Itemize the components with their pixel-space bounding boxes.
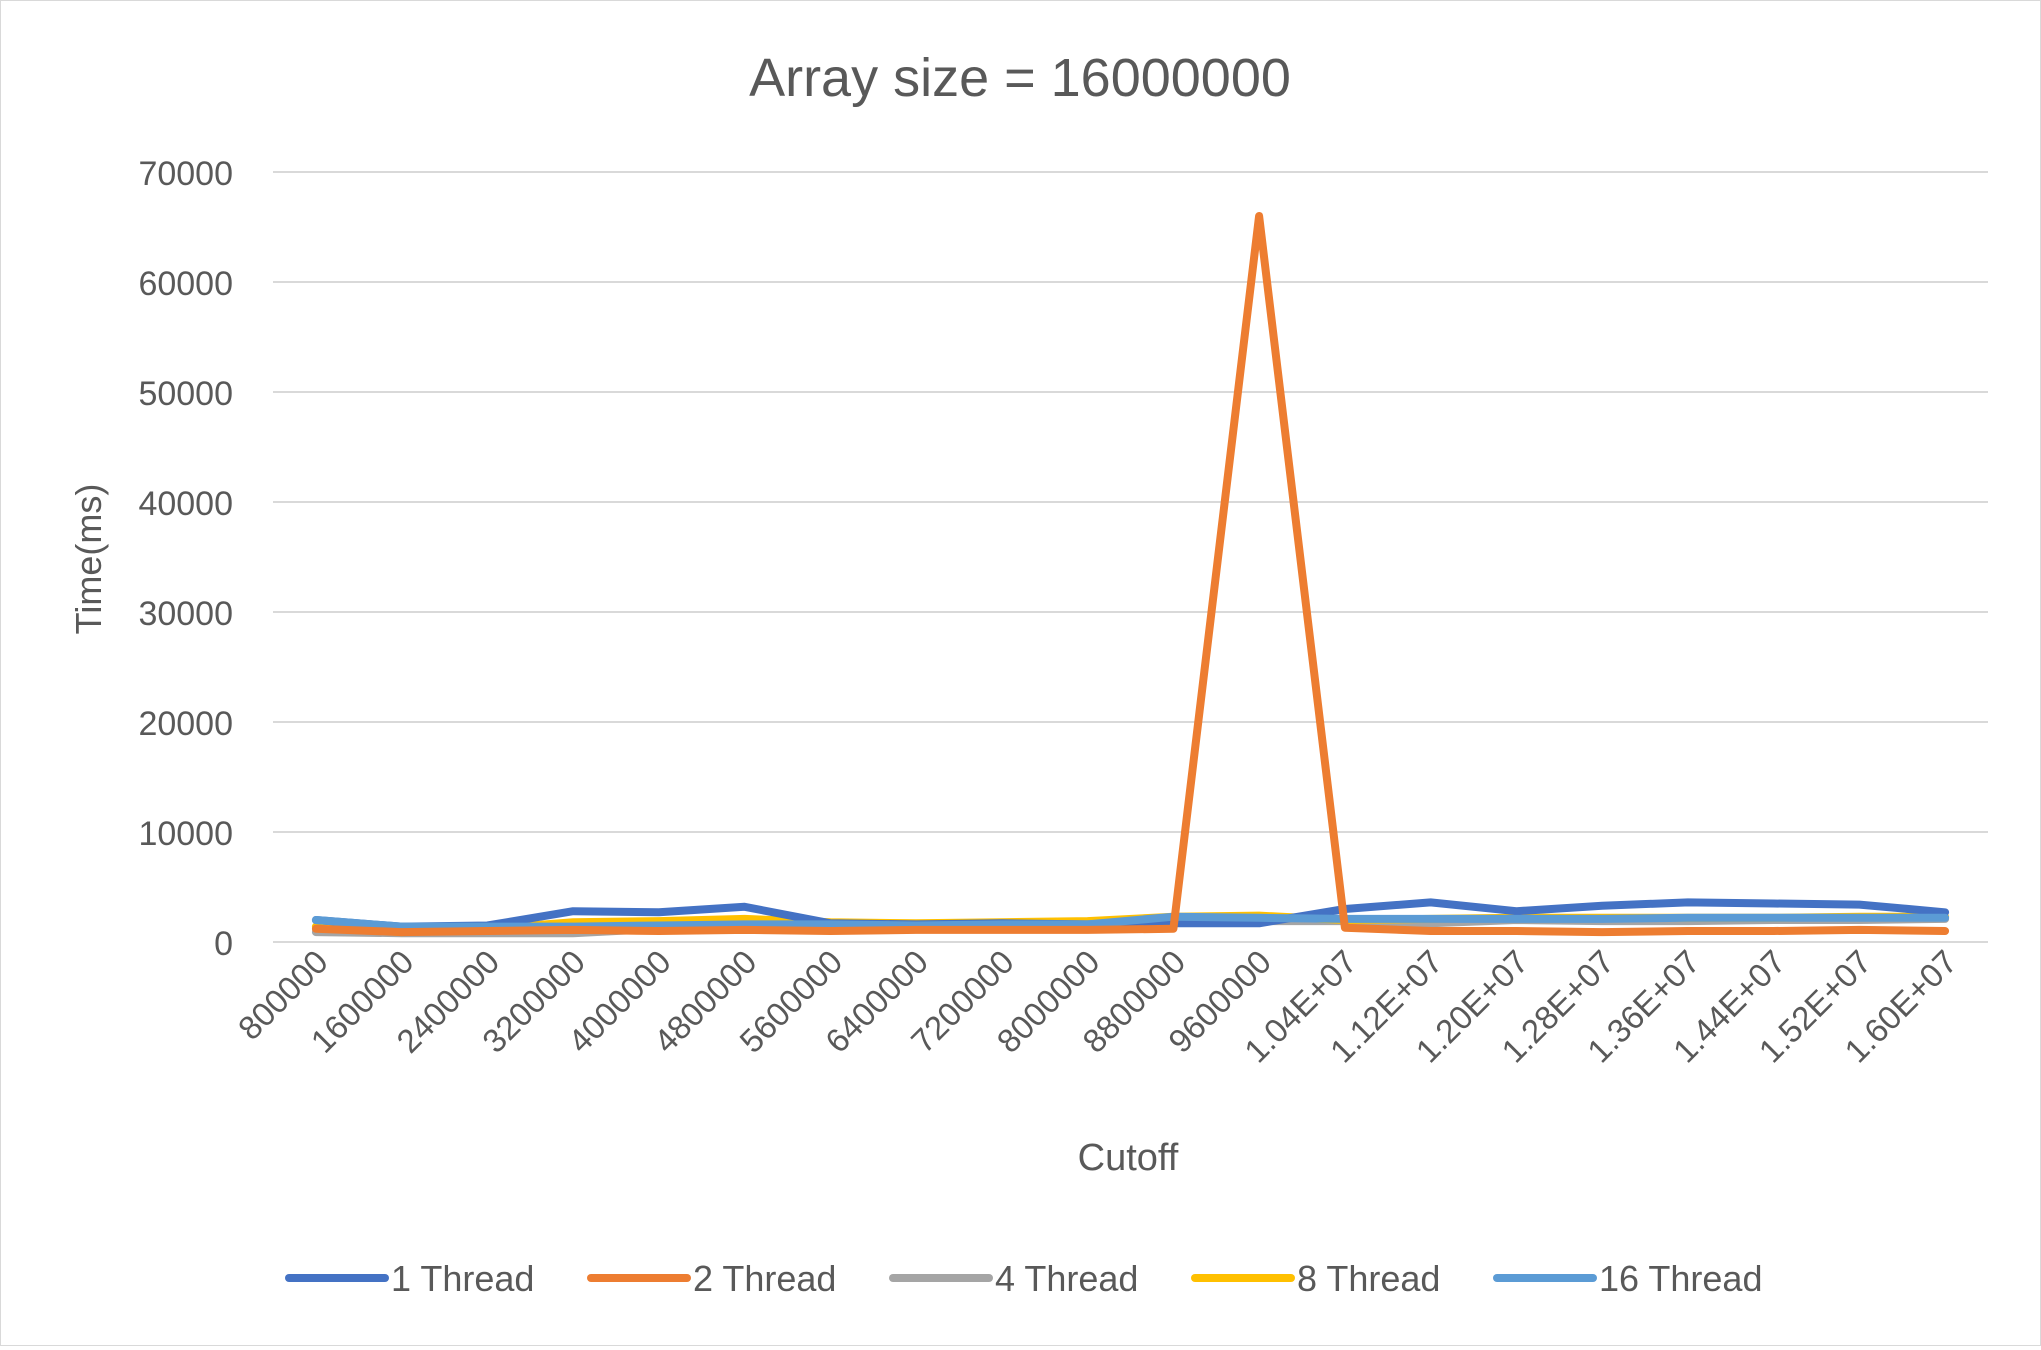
y-tick-label: 20000 <box>138 705 233 743</box>
legend: 1 Thread 2 Thread 4 Thread 8 Thread 16 Threa… <box>285 1258 1762 1299</box>
legend-item-16-thread: 16 Thread <box>1493 1258 1762 1299</box>
y-tick-label: 30000 <box>138 595 233 633</box>
legend-item-8-thread: 8 Thread <box>1191 1258 1440 1299</box>
y-tick-label: 0 <box>214 925 233 963</box>
legend-item-2-thread: 2 Thread <box>587 1258 836 1299</box>
legend-label: 16 Thread <box>1599 1258 1762 1299</box>
chart-title: Array size = 16000000 <box>749 48 1291 108</box>
y-tick-label: 70000 <box>138 155 233 193</box>
y-axis-label: Time(ms) <box>68 484 109 635</box>
legend-label: 4 Thread <box>995 1258 1138 1299</box>
series-lines <box>311 212 1950 938</box>
legend-item-1-thread: 1 Thread <box>285 1258 534 1299</box>
legend-label: 8 Thread <box>1297 1258 1440 1299</box>
x-axis-ticks: 8000001600000240000032000004000000480000… <box>231 943 1964 1070</box>
y-tick-label: 50000 <box>138 375 233 413</box>
y-tick-label: 40000 <box>138 485 233 523</box>
legend-label: 1 Thread <box>391 1258 534 1299</box>
x-axis-label: Cutoff <box>1078 1137 1179 1179</box>
y-tick-label: 10000 <box>138 815 233 853</box>
legend-item-4-thread: 4 Thread <box>889 1258 1138 1299</box>
legend-label: 2 Thread <box>693 1258 836 1299</box>
gridlines <box>273 171 1988 943</box>
y-tick-label: 60000 <box>138 265 233 303</box>
y-axis-ticks: 0 10000 20000 30000 40000 50000 60000 70000 <box>138 155 233 963</box>
series-line-2-thread <box>311 212 1950 937</box>
